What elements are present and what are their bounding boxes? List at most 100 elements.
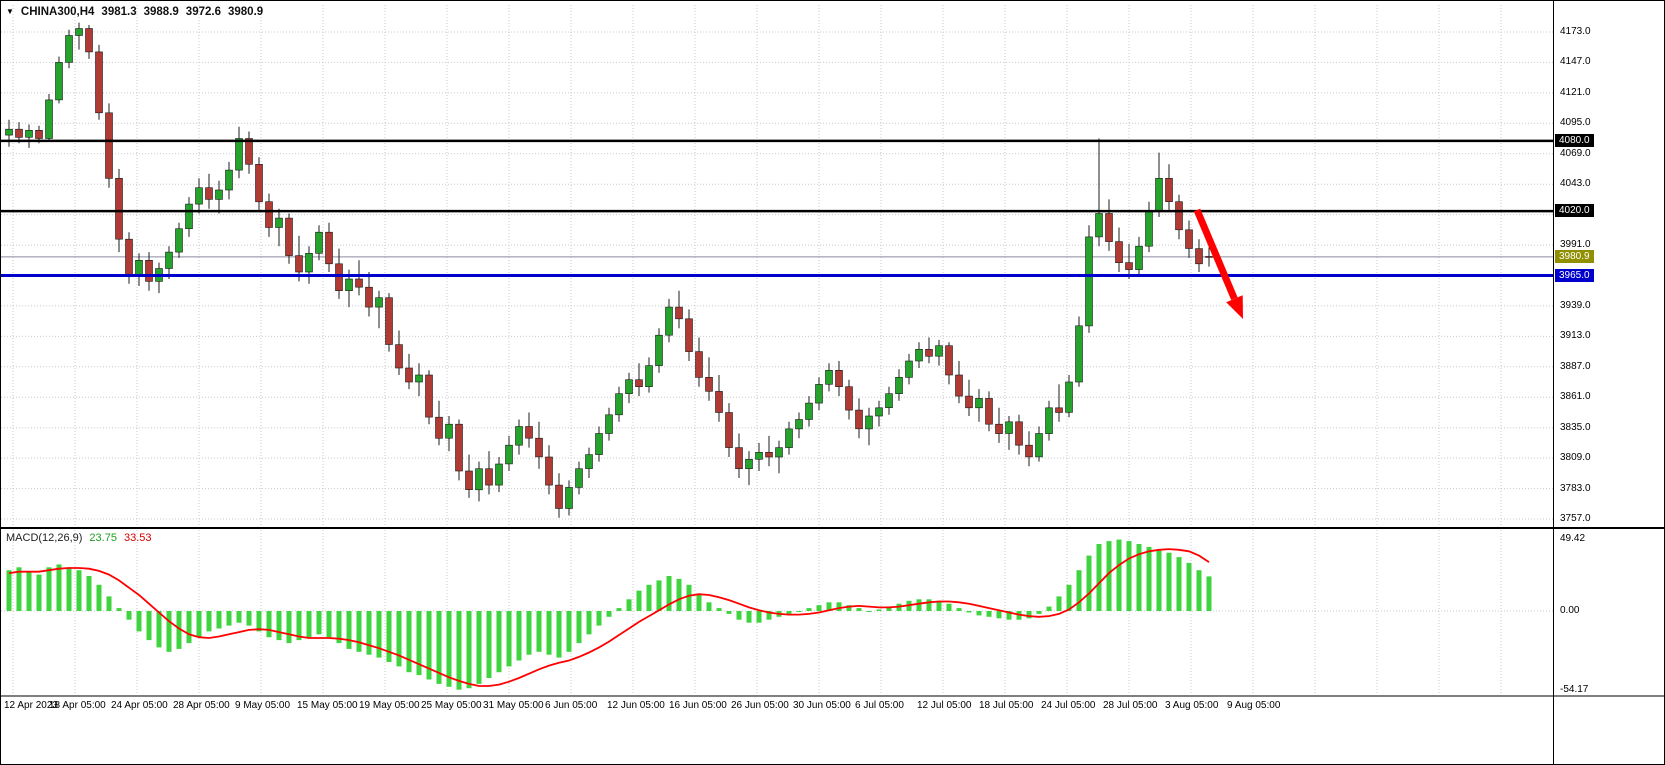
- candle: [1035, 426, 1043, 462]
- macd-bar: [496, 611, 502, 673]
- macd-bar: [346, 611, 352, 649]
- candle: [675, 290, 683, 329]
- macd-bar: [46, 567, 52, 611]
- macd-bar: [686, 584, 692, 611]
- candle: [595, 426, 603, 462]
- candle: [605, 407, 613, 441]
- price-axis[interactable]: 4173.0 4147.0 4121.0 4095.0 4069.0 4043.0 3991…: [1555, 1, 1664, 764]
- date-tick-label: 18 Jul 05:00: [979, 700, 1034, 711]
- candle: [535, 421, 543, 469]
- price-tick-label: 3939.0: [1560, 300, 1591, 311]
- macd-name: MACD(12,26,9): [6, 532, 83, 544]
- level-price-tag: 4020.0: [1555, 204, 1594, 217]
- candle: [765, 435, 773, 467]
- date-tick-label: 28 Apr 05:00: [173, 700, 230, 711]
- date-tick-label: 3 Aug 05:00: [1165, 700, 1219, 711]
- candle: [245, 131, 253, 174]
- candle: [1095, 138, 1103, 247]
- candle: [1175, 194, 1183, 240]
- date-tick-label: 30 Jun 05:00: [793, 700, 851, 711]
- macd-bar: [786, 611, 792, 614]
- macd-bar: [996, 611, 1002, 619]
- macd-bar: [306, 611, 312, 638]
- candle: [165, 246, 173, 279]
- candle: [555, 473, 563, 518]
- macd-signal-value: 33.53: [123, 532, 152, 544]
- candle: [45, 94, 53, 141]
- candle: [455, 419, 463, 481]
- macd-bar: [1076, 570, 1082, 611]
- macd-bar: [456, 611, 462, 690]
- candle: [925, 337, 933, 364]
- date-tick-label: 6 Jul 05:00: [855, 700, 904, 711]
- macd-tick-label: 0.00: [1560, 605, 1580, 616]
- macd-bar: [266, 611, 272, 638]
- symbol-dropdown-icon[interactable]: ▼: [6, 7, 14, 16]
- trend-arrow-annotation[interactable]: [1193, 208, 1243, 319]
- candle: [985, 391, 993, 432]
- candle: [585, 447, 593, 478]
- candle: [275, 208, 283, 247]
- macd-bar: [756, 611, 762, 623]
- macd-bar: [316, 611, 322, 635]
- macd-bar: [726, 611, 732, 614]
- candle: [415, 363, 423, 397]
- date-tick-label: 12 Jun 05:00: [607, 700, 665, 711]
- macd-bar: [1046, 606, 1052, 611]
- macd-bar: [1176, 557, 1182, 611]
- ohlc-close: 3980.9: [227, 6, 264, 18]
- candle: [865, 407, 873, 446]
- candle: [25, 124, 33, 148]
- price-tick-label: 4069.0: [1560, 148, 1591, 159]
- candle: [1165, 164, 1173, 212]
- macd-signal-line: [8, 548, 1210, 687]
- macd-bar: [376, 611, 382, 658]
- candle: [1105, 199, 1113, 251]
- macd-bar: [416, 611, 422, 676]
- macd-bar: [656, 580, 662, 611]
- macd-bar: [1036, 611, 1042, 614]
- macd-bar: [1066, 584, 1072, 611]
- candle: [85, 25, 93, 59]
- macd-bar: [1026, 611, 1032, 619]
- date-tick-label: 24 Apr 05:00: [111, 700, 168, 711]
- macd-bar: [256, 611, 262, 632]
- macd-bar: [206, 611, 212, 632]
- candle: [435, 400, 443, 446]
- macd-bar: [506, 611, 512, 667]
- candle: [645, 357, 653, 393]
- macd-bar: [826, 602, 832, 611]
- candle: [715, 375, 723, 422]
- macd-bar: [426, 611, 432, 680]
- price-tick-label: 4121.0: [1560, 87, 1591, 98]
- price-tick-label: 3757.0: [1560, 513, 1591, 524]
- candle: [1085, 225, 1093, 333]
- candle: [425, 370, 433, 425]
- macd-bar: [1146, 546, 1152, 611]
- macd-bar: [446, 611, 452, 687]
- candle: [355, 260, 363, 296]
- macd-indicator-label: MACD(12,26,9) 23.75 33.53: [6, 532, 151, 544]
- time-axis[interactable]: 12 Apr 2023 18 Apr 05:00 24 Apr 05:00 28 Ap…: [1, 698, 1554, 718]
- macd-bar: [616, 608, 622, 611]
- candle: [1125, 243, 1133, 279]
- level-price-tag: 3965.0: [1555, 269, 1594, 282]
- macd-bar: [596, 611, 602, 626]
- candle: [545, 445, 553, 495]
- macd-bar: [866, 611, 872, 612]
- macd-bar: [1006, 611, 1012, 620]
- candle: [155, 262, 163, 294]
- candle: [335, 248, 343, 299]
- macd-bar: [876, 609, 882, 611]
- date-tick-label: 9 Aug 05:00: [1227, 700, 1281, 711]
- macd-bar: [186, 611, 192, 644]
- price-tick-label: 3861.0: [1560, 391, 1591, 402]
- candle: [955, 361, 963, 404]
- candle: [825, 363, 833, 392]
- candle: [935, 339, 943, 366]
- macd-bar: [926, 599, 932, 611]
- macd-bar: [636, 590, 642, 611]
- candle: [325, 222, 333, 272]
- candle: [485, 451, 493, 495]
